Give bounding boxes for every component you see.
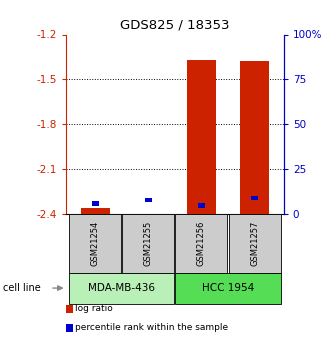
Bar bbox=[122, 214, 174, 273]
Bar bbox=[198, 203, 205, 208]
Text: percentile rank within the sample: percentile rank within the sample bbox=[75, 323, 228, 332]
Text: GSM21257: GSM21257 bbox=[250, 220, 259, 266]
Bar bbox=[251, 196, 258, 200]
Bar bbox=[176, 214, 227, 273]
Text: log ratio: log ratio bbox=[75, 304, 113, 313]
Title: GDS825 / 18353: GDS825 / 18353 bbox=[120, 19, 230, 32]
Text: MDA-MB-436: MDA-MB-436 bbox=[88, 283, 155, 293]
Text: GSM21254: GSM21254 bbox=[91, 220, 100, 266]
Bar bbox=[69, 214, 121, 273]
Text: cell line: cell line bbox=[3, 283, 41, 293]
Bar bbox=[81, 208, 110, 214]
Bar bbox=[69, 273, 174, 304]
Bar bbox=[176, 273, 280, 304]
Bar bbox=[229, 214, 280, 273]
Text: GSM21255: GSM21255 bbox=[144, 220, 153, 266]
Text: HCC 1954: HCC 1954 bbox=[202, 283, 254, 293]
Bar bbox=[187, 60, 216, 214]
Text: GSM21256: GSM21256 bbox=[197, 220, 206, 266]
Bar bbox=[92, 201, 99, 206]
Bar bbox=[145, 198, 152, 202]
Bar bbox=[240, 61, 269, 214]
